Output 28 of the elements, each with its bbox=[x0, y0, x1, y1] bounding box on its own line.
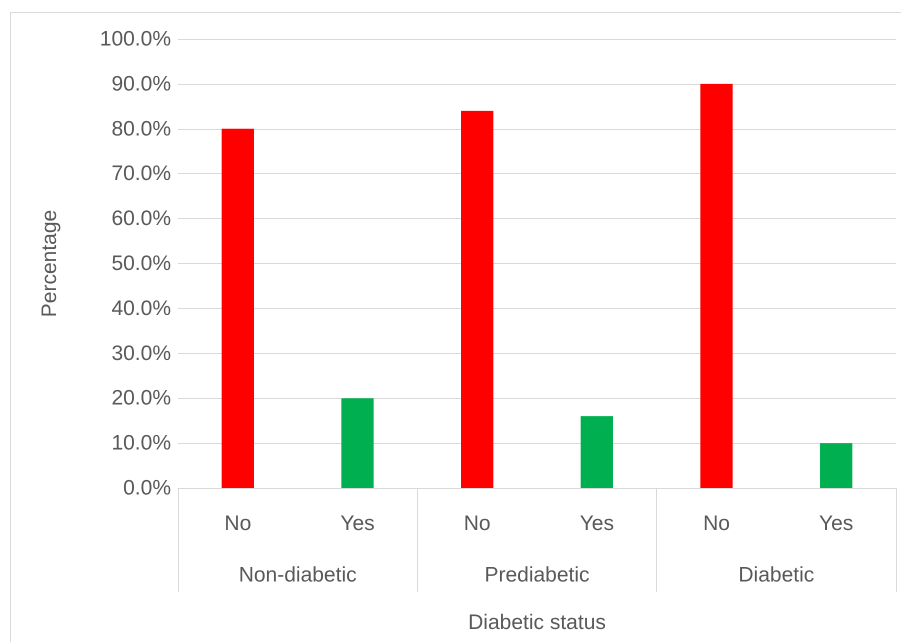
y-tick-label: 50.0% bbox=[111, 252, 171, 275]
text: Non-diabetic bbox=[238, 564, 357, 586]
y-tick-label: 100.0% bbox=[100, 28, 171, 50]
text: Prediabetic bbox=[484, 564, 590, 586]
x-tick-label: Yes bbox=[340, 512, 375, 535]
y-tick-label: 0.0% bbox=[123, 476, 171, 500]
x-tick-label: Yes bbox=[819, 512, 854, 535]
x-tick-label: Yes bbox=[580, 512, 614, 535]
bar bbox=[341, 398, 374, 488]
y-tick-label: 30.0% bbox=[111, 342, 171, 365]
y-tick-label: 80.0% bbox=[111, 117, 171, 140]
y-axis-title: Percentage bbox=[38, 210, 61, 318]
bar bbox=[222, 128, 254, 488]
bar bbox=[700, 84, 733, 488]
y-tick-label: 20.0% bbox=[111, 386, 171, 410]
y-tick-label: 40.0% bbox=[111, 296, 171, 320]
bar bbox=[580, 416, 613, 488]
text: Diabetic bbox=[738, 564, 814, 586]
y-tick-label: 60.0% bbox=[111, 207, 171, 230]
bar bbox=[820, 443, 852, 488]
bar bbox=[461, 110, 494, 488]
x-tick-label: No bbox=[224, 512, 252, 535]
y-tick-label: 70.0% bbox=[111, 162, 171, 186]
x-tick-label: No bbox=[703, 512, 730, 535]
x-axis-title: Diabetic status bbox=[468, 611, 606, 634]
y-tick-label: 90.0% bbox=[111, 72, 171, 96]
y-tick-label: 10.0% bbox=[111, 432, 171, 455]
x-tick-label: No bbox=[464, 512, 491, 535]
